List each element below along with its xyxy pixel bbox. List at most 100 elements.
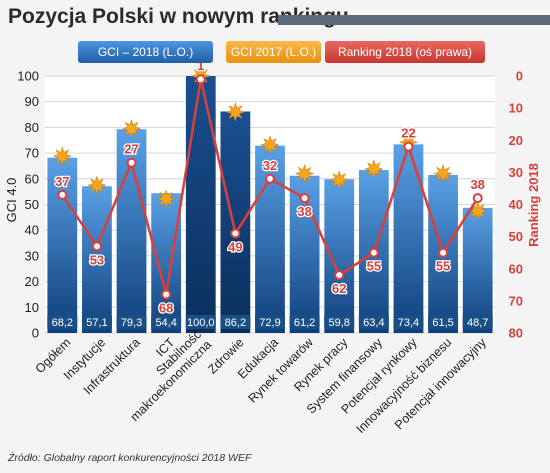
right-tick-label: 30 (509, 165, 523, 180)
bar-value-label: 57,1 (86, 317, 107, 329)
bar-value-label-bg (358, 315, 389, 329)
bar (220, 111, 251, 333)
bar (462, 207, 493, 333)
ranking-point (230, 228, 241, 239)
left-tick-label: 50 (25, 197, 39, 212)
bar-value-label: 73,4 (398, 317, 419, 329)
bar-value-label: 72,9 (259, 317, 280, 329)
bar (393, 144, 424, 333)
gci2017-star-marker (467, 201, 488, 221)
ranking-value-label: 68 (159, 300, 173, 315)
bar-value-label: 59,8 (329, 317, 350, 329)
gci2017-star-marker (260, 135, 280, 155)
gci2017-star-marker (294, 163, 315, 184)
legend-label-gci2018: GCI – 2018 (L.O.) (98, 45, 193, 59)
left-tick-label: 100 (17, 69, 39, 84)
bar-value-label-bg (289, 315, 320, 329)
left-axis: 0 10 20 30 40 50 60 70 80 90 100 (17, 69, 39, 341)
right-tick-label: 80 (509, 326, 523, 341)
right-tick-label: 40 (509, 197, 523, 212)
bar-value-label: 79,3 (121, 317, 142, 329)
ranking-point (368, 247, 379, 258)
gci2017-star-marker (121, 118, 142, 139)
ranking-value-label: 55 (367, 259, 381, 274)
left-tick-label: 80 (25, 120, 39, 135)
bar-value-label: 100,0 (187, 317, 215, 329)
bar (255, 145, 285, 333)
ranking-point (265, 173, 275, 184)
ranking-value-label: 55 (436, 259, 450, 274)
title-area: Pozycja Polski w nowym rankingu (0, 0, 550, 34)
ranking-value-label: 27 (124, 142, 138, 157)
ranking-point (403, 141, 414, 152)
ranking-value-label: 49 (228, 239, 242, 254)
bar-value-label-bg (116, 315, 147, 329)
left-tick-label: 40 (25, 223, 39, 238)
ranking-line-layer: 37 53 27 68 1 49 32 38 62 55 22 55 38 (54, 57, 486, 317)
gci2017-star-marker (329, 169, 350, 190)
left-axis-title: GCI 4.0 (4, 178, 19, 223)
left-tick-label: 30 (25, 248, 39, 263)
bar-value-label: 68,2 (52, 317, 73, 329)
gci2017-star-marker (156, 189, 176, 209)
ranking-value-label: 62 (332, 281, 346, 296)
bar (151, 193, 182, 333)
bar-value-label: 48,7 (467, 317, 488, 329)
legend-item-gci2018: GCI – 2018 (L.O.) (78, 41, 213, 63)
bar-value-label: 61,2 (294, 317, 315, 329)
title-decoration-bar (278, 15, 550, 25)
bar (185, 76, 216, 333)
left-tick-label: 70 (25, 146, 39, 161)
bar-labels-layer: 68,2 57,1 79,3 54,4 100,0 86,2 72,9 61,2 59,8 63,… (47, 315, 493, 329)
bar-value-label-bg (462, 315, 493, 329)
left-tick-label: 90 (25, 94, 39, 109)
ranking-point (334, 270, 345, 281)
legend-item-gci2017: GCI 2017 (L.O.) (226, 41, 321, 63)
ranking-point (438, 247, 449, 258)
ranking-point (57, 189, 68, 200)
bar (47, 157, 78, 333)
right-tick-label: 10 (509, 101, 523, 116)
bar-value-label-bg (428, 315, 459, 329)
left-tick-label: 60 (25, 171, 39, 186)
right-axis: 0 10 20 30 40 50 60 70 80 (509, 69, 523, 341)
left-tick-label: 10 (25, 300, 39, 315)
bar-value-label-bg (324, 315, 355, 329)
ranking-value-label: 38 (470, 177, 484, 192)
bar-value-label-bg (255, 315, 285, 329)
right-tick-label: 0 (516, 69, 523, 84)
gci2017-star-marker (433, 163, 453, 184)
gci2017-star-marker (52, 146, 73, 167)
bar-value-label-bg (185, 315, 216, 329)
ranking-value-label: 38 (297, 204, 311, 219)
bar-value-label: 63,4 (363, 317, 384, 329)
bar (324, 179, 355, 333)
gci2017-star-marker (87, 175, 107, 196)
bar-value-label-bg (81, 315, 112, 329)
bar-value-label-bg (393, 315, 424, 329)
ranking-point (472, 193, 483, 204)
right-tick-label: 70 (509, 293, 523, 308)
ranking-point (299, 193, 310, 204)
chart-title: Pozycja Polski w nowym rankingu (8, 5, 349, 28)
right-tick-label: 60 (509, 261, 523, 276)
bar-value-label: 61,5 (432, 317, 453, 329)
gci2017-star-marker (364, 159, 384, 179)
legend-label-gci2017: GCI 2017 (L.O.) (231, 45, 316, 59)
legend-swatch-gci2017 (226, 41, 321, 63)
source-note: Źródło: Globalny raport konkurencyjności… (8, 452, 252, 464)
bar-value-label-bg (151, 315, 182, 329)
legend: GCI – 2018 (L.O.) GCI 2017 (L.O.) Rankin… (78, 41, 485, 63)
right-tick-label: 50 (509, 229, 523, 244)
left-tick-label: 0 (32, 326, 39, 341)
ranking-value-label: 32 (263, 158, 277, 173)
legend-swatch-ranking (325, 41, 485, 63)
bar-value-label: 86,2 (225, 317, 246, 329)
left-tick-label: 20 (25, 274, 39, 289)
bar (82, 186, 112, 333)
legend-label-ranking: Ranking 2018 (oś prawa) (338, 45, 472, 59)
legend-swatch-gci2018 (78, 41, 213, 63)
